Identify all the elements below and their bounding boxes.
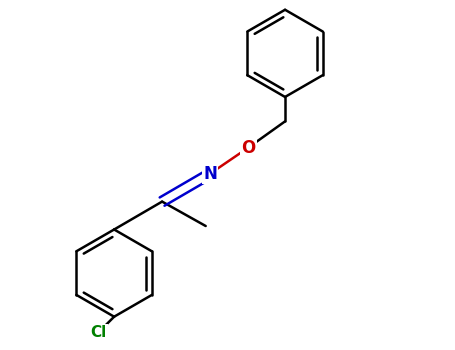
Text: Cl: Cl — [90, 325, 106, 340]
Text: N: N — [203, 165, 217, 183]
Text: O: O — [241, 139, 256, 156]
